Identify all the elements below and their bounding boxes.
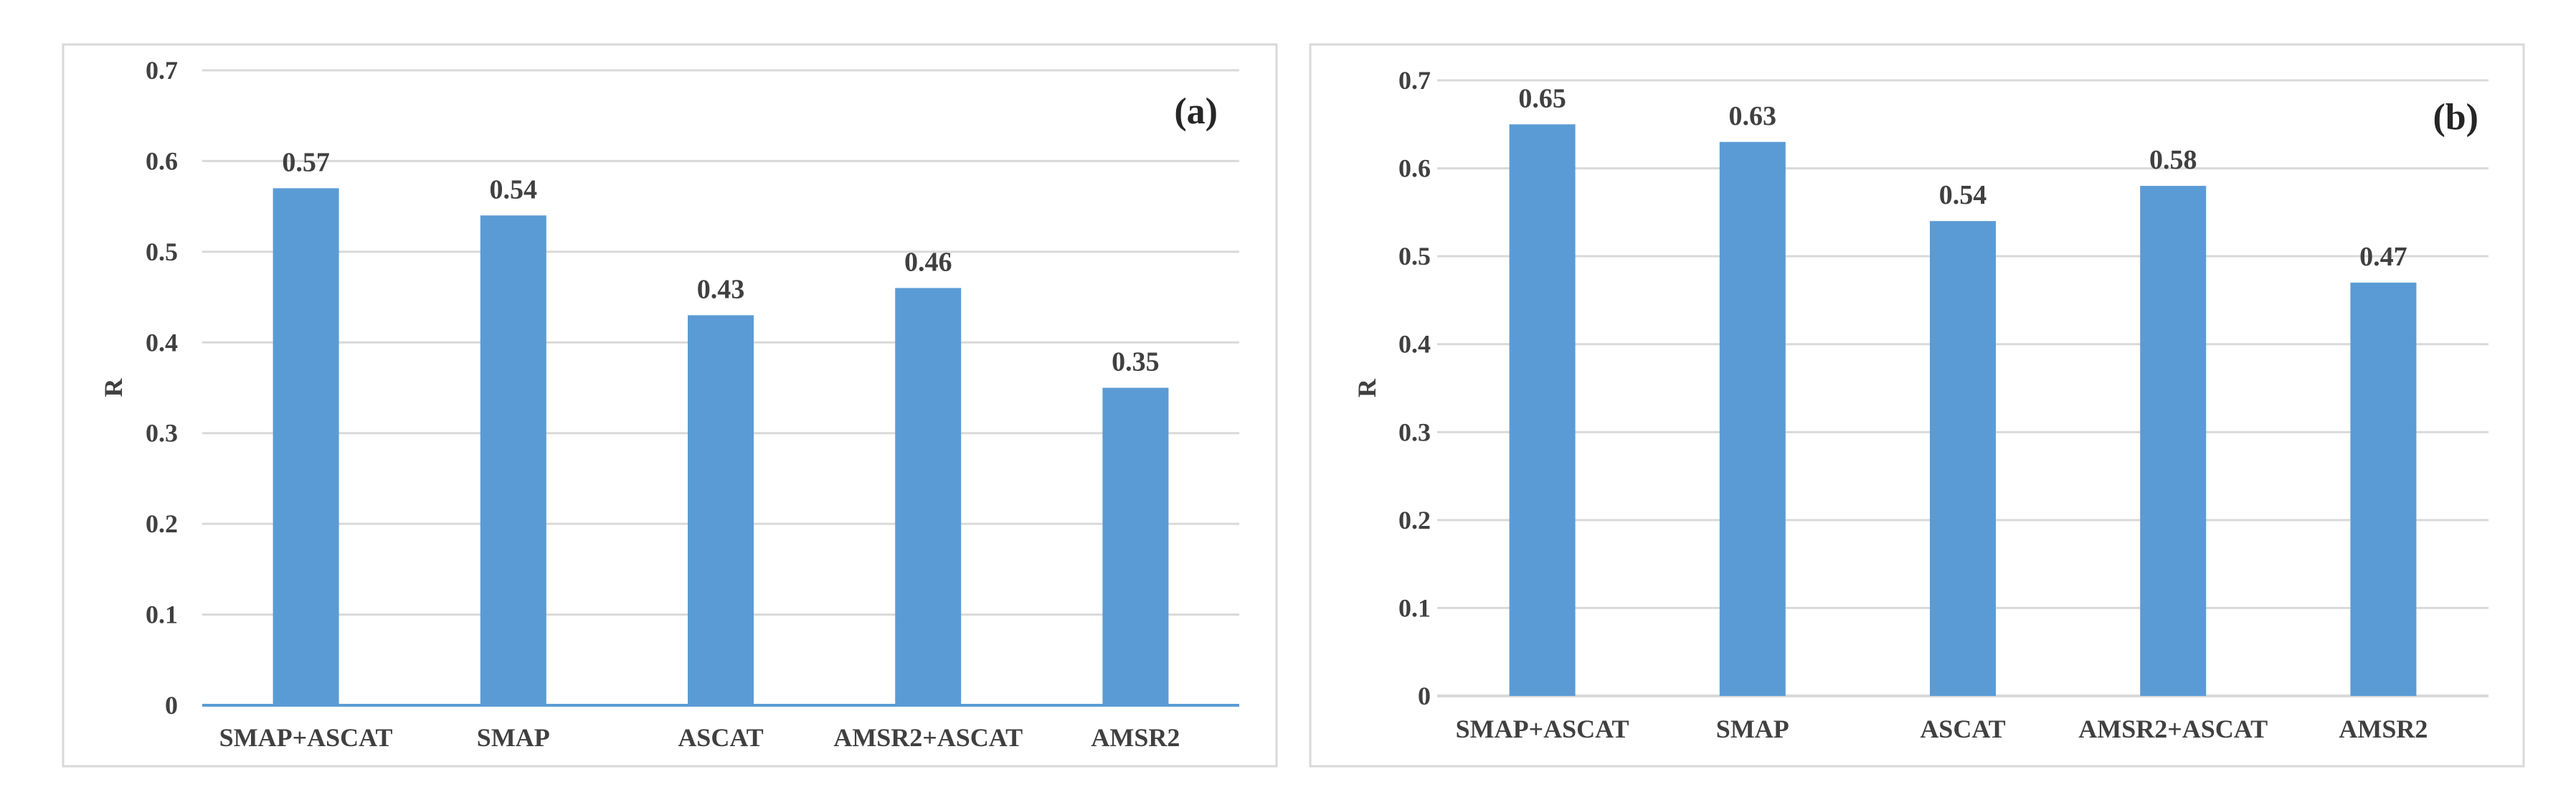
bar: [1930, 221, 1996, 697]
bar: [1719, 141, 1786, 697]
data-label: 0.46: [904, 247, 952, 277]
y-tick-label: 0.3: [146, 419, 178, 448]
bar: [480, 215, 546, 705]
x-tick-label: ASCAT: [1920, 715, 2005, 743]
chart-frame: [62, 43, 1278, 768]
y-tick-label: 0.7: [146, 56, 178, 85]
data-label: 0.63: [1729, 101, 1777, 131]
bar: [1102, 387, 1169, 705]
chart-frame: [1309, 43, 2525, 768]
data-label: 0.57: [282, 147, 330, 177]
y-tick-label: 0.6: [146, 146, 178, 175]
x-tick-label: SMAP+ASCAT: [1456, 715, 1629, 743]
data-label: 0.54: [490, 174, 538, 204]
bar: [688, 315, 754, 705]
panel-label: (a): [1174, 91, 1218, 132]
data-label: 0.65: [1518, 83, 1566, 113]
x-tick-label: SMAP: [477, 723, 550, 752]
chart-panel-b: 0 0.1 0.2 0.3 0.4 0.5 0.6 0.7 R 0.65 SMAP+ASCAT 0.6…: [1309, 43, 2525, 768]
data-label: 0.35: [1112, 347, 1160, 377]
data-label: 0.47: [2359, 242, 2407, 272]
bar: [2350, 282, 2417, 696]
data-label: 0.54: [1939, 180, 1987, 210]
bar: [2140, 186, 2207, 697]
chart-panel-a: 0 0.1 0.2 0.3 0.4 0.5 0.6 0.7 R 0.57 SMAP+ASCAT 0.5…: [62, 43, 1278, 768]
y-tick-label: 0: [165, 691, 178, 720]
data-label: 0.43: [697, 274, 745, 304]
y-tick-label: 0.4: [1398, 330, 1431, 359]
x-tick-label: SMAP: [1716, 715, 1789, 743]
bar: [895, 288, 962, 705]
y-tick-label: 0.4: [146, 328, 178, 357]
bar: [1509, 124, 1576, 697]
y-tick-label: 0.2: [146, 509, 178, 538]
data-label: 0.58: [2149, 145, 2197, 175]
y-axis-title: R: [99, 378, 128, 397]
x-tick-label: AMSR2+ASCAT: [2078, 715, 2268, 743]
x-tick-label: SMAP+ASCAT: [219, 723, 393, 752]
y-tick-label: 0.2: [1398, 506, 1431, 535]
x-tick-label: AMSR2: [1091, 723, 1180, 752]
y-tick-label: 0.3: [1398, 418, 1431, 446]
y-tick-label: 0.1: [146, 601, 178, 629]
y-tick-label: 0.1: [1398, 593, 1431, 622]
y-tick-label: 0.5: [1398, 242, 1431, 270]
y-tick-label: 0.6: [1398, 154, 1431, 183]
y-tick-label: 0: [1418, 682, 1431, 710]
y-tick-label: 0.5: [146, 237, 178, 266]
x-tick-label: ASCAT: [678, 723, 763, 752]
panel-label: (b): [2433, 97, 2478, 138]
y-tick-label: 0.7: [1398, 66, 1431, 95]
bar: [273, 188, 339, 705]
x-tick-label: AMSR2+ASCAT: [833, 723, 1023, 752]
y-axis-title: R: [1353, 378, 1381, 397]
x-tick-label: AMSR2: [2339, 715, 2428, 743]
